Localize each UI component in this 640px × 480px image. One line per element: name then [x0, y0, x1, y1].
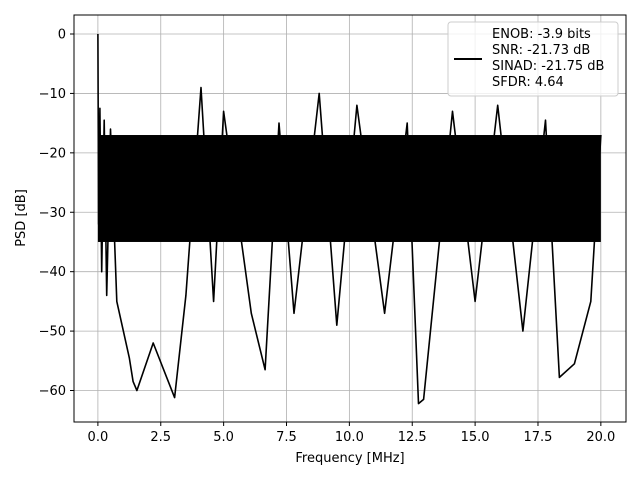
- x-tick-label: 0.0: [88, 430, 109, 445]
- legend-box: [447, 21, 619, 97]
- y-tick-label: −10: [39, 87, 66, 102]
- x-tick-label: 15.0: [461, 430, 490, 445]
- y-axis-label: PSD [dB]: [14, 189, 29, 247]
- y-tick-label: −30: [39, 206, 66, 221]
- psd-trace: [97, 33, 602, 405]
- legend-entry-enob: ENOB: -3.9 bits: [492, 27, 591, 42]
- plot-frame: [73, 14, 627, 423]
- legend-entry-sfdr: SFDR: 4.64: [492, 75, 564, 90]
- y-tick-label: −20: [39, 146, 66, 161]
- x-tick-label: 5.0: [213, 430, 234, 445]
- y-tick-label: −50: [39, 325, 66, 340]
- x-tick-label: 20.0: [586, 430, 615, 445]
- legend-entry-snr: SNR: -21.73 dB: [492, 43, 590, 58]
- x-tick-label: 2.5: [150, 430, 171, 445]
- y-tick-label: 0: [58, 28, 66, 43]
- x-tick-label: 7.5: [276, 430, 297, 445]
- y-axis-ticks: 0 −10 −20 −30 −40 −50 −60: [39, 28, 74, 399]
- x-axis-ticks: 0.0 2.5 5.0 7.5 10.0 12.5 15.0 17.5 20.0: [88, 422, 615, 445]
- y-tick-label: −40: [39, 265, 66, 280]
- y-tick-label: −60: [39, 384, 66, 399]
- x-axis-label: Frequency [MHz]: [295, 451, 404, 466]
- legend-entry-sinad: SINAD: -21.75 dB: [492, 59, 604, 74]
- x-tick-label: 12.5: [398, 430, 427, 445]
- legend: ENOB: -3.9 bits SNR: -21.73 dB SINAD: -2…: [447, 21, 619, 97]
- x-tick-label: 17.5: [524, 430, 553, 445]
- psd-series: [97, 33, 602, 405]
- x-tick-label: 10.0: [335, 430, 364, 445]
